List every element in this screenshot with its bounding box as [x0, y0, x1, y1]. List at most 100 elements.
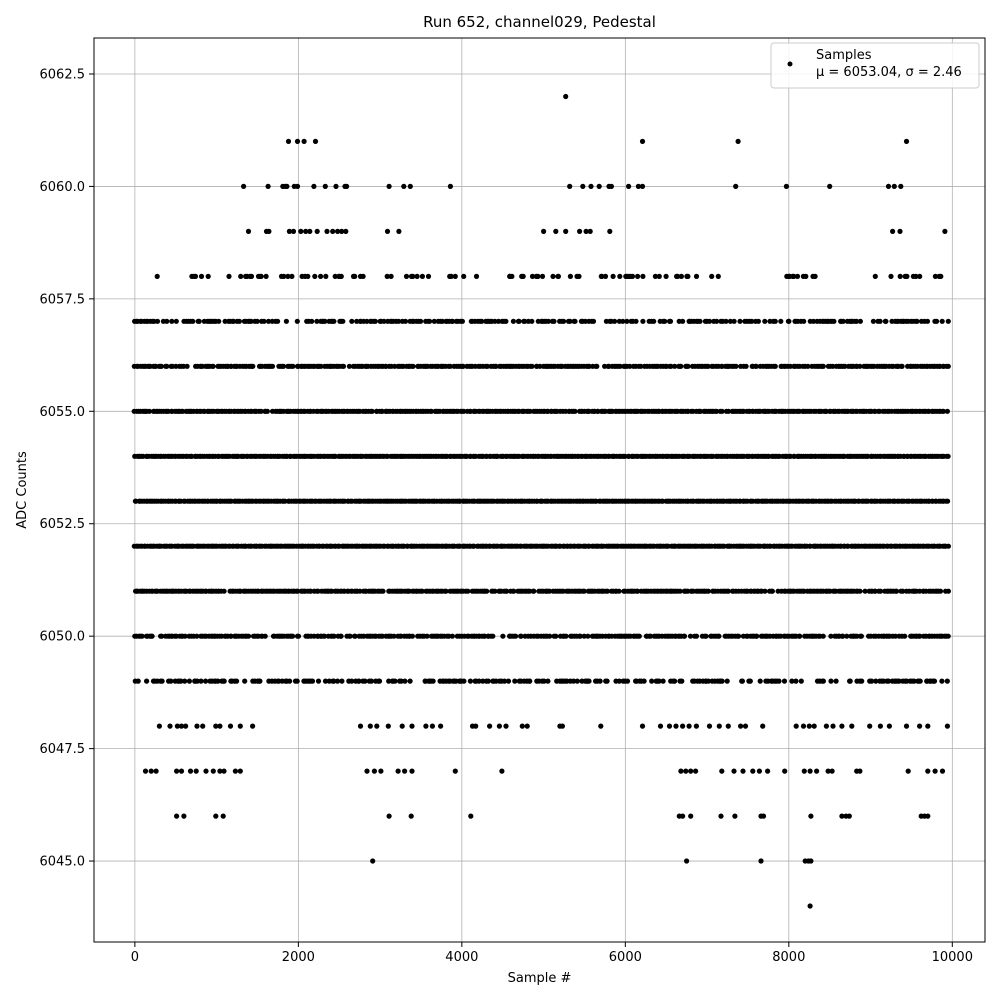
data-point: [803, 273, 809, 279]
data-point: [242, 678, 248, 684]
data-point: [749, 318, 755, 324]
data-point: [787, 363, 793, 369]
data-point: [213, 813, 219, 819]
data-point: [196, 318, 202, 324]
data-point: [583, 228, 589, 234]
data-point: [492, 318, 498, 324]
data-point: [527, 408, 533, 414]
data-point: [347, 633, 353, 639]
data-point: [660, 678, 666, 684]
data-point: [672, 363, 678, 369]
data-point: [221, 588, 227, 594]
data-point: [597, 678, 603, 684]
data-point: [511, 588, 517, 594]
data-point: [635, 183, 642, 189]
data-point: [234, 678, 240, 684]
data-point: [624, 678, 631, 684]
data-point: [410, 363, 416, 369]
data-point: [651, 318, 657, 324]
data-point: [572, 408, 578, 414]
data-point: [190, 318, 196, 324]
data-point: [285, 138, 292, 144]
data-point: [624, 318, 630, 324]
data-point: [801, 768, 807, 774]
data-point: [159, 633, 165, 639]
data-point: [537, 363, 543, 369]
data-point: [485, 678, 491, 684]
data-point: [667, 318, 674, 324]
data-point: [561, 318, 567, 324]
y-tick-label: 6060.0: [40, 180, 86, 195]
data-point: [808, 813, 814, 819]
data-point: [409, 768, 415, 774]
data-point: [917, 273, 923, 279]
data-point: [830, 723, 836, 729]
data-point: [808, 858, 814, 864]
data-point: [684, 858, 690, 864]
data-point: [847, 678, 853, 684]
data-point: [807, 768, 813, 774]
data-point: [666, 723, 673, 729]
data-point: [677, 588, 683, 594]
data-point: [616, 678, 622, 684]
data-point: [673, 723, 679, 729]
data-point: [194, 723, 200, 729]
data-point: [719, 408, 725, 414]
data-point: [349, 678, 355, 684]
data-point: [598, 723, 604, 729]
data-point: [226, 273, 232, 279]
data-point: [604, 678, 610, 684]
data-point: [429, 723, 435, 729]
data-point: [312, 273, 318, 279]
y-axis-label: ADC Counts: [15, 451, 30, 529]
data-point: [265, 318, 272, 324]
data-point: [772, 363, 778, 369]
data-point: [354, 318, 360, 324]
data-point: [529, 273, 536, 279]
data-point: [290, 633, 296, 639]
data-point: [604, 588, 611, 594]
y-tick-label: 6055.0: [40, 405, 86, 420]
data-point: [447, 363, 453, 369]
data-point: [386, 813, 392, 819]
data-point: [806, 723, 812, 729]
data-point: [203, 678, 209, 684]
data-point: [467, 678, 473, 684]
data-point: [386, 678, 392, 684]
data-point: [742, 723, 749, 729]
data-point: [167, 723, 173, 729]
data-point: [294, 183, 301, 189]
data-point: [241, 183, 247, 189]
data-point: [376, 678, 383, 684]
data-point: [725, 723, 731, 729]
data-point: [635, 273, 641, 279]
data-point: [859, 678, 865, 684]
data-point: [616, 588, 622, 594]
data-point: [825, 768, 831, 774]
data-point: [216, 318, 222, 324]
data-point: [781, 678, 788, 684]
data-point: [465, 588, 471, 594]
data-point: [924, 318, 931, 324]
data-point: [678, 363, 684, 369]
data-point: [346, 363, 352, 369]
data-point: [932, 768, 938, 774]
data-point: [232, 768, 238, 774]
data-point: [392, 678, 398, 684]
data-point: [159, 678, 165, 684]
data-point: [314, 318, 320, 324]
data-point: [617, 273, 623, 279]
data-point: [662, 318, 668, 324]
data-point: [738, 723, 744, 729]
data-point: [853, 318, 860, 324]
data-point: [490, 633, 496, 639]
plot-points: [131, 93, 952, 909]
data-point: [473, 273, 480, 279]
data-point: [439, 318, 445, 324]
data-point: [493, 363, 499, 369]
data-point: [330, 228, 336, 234]
data-point: [402, 768, 408, 774]
data-point: [793, 723, 799, 729]
data-point: [828, 678, 834, 684]
data-point: [139, 633, 145, 639]
